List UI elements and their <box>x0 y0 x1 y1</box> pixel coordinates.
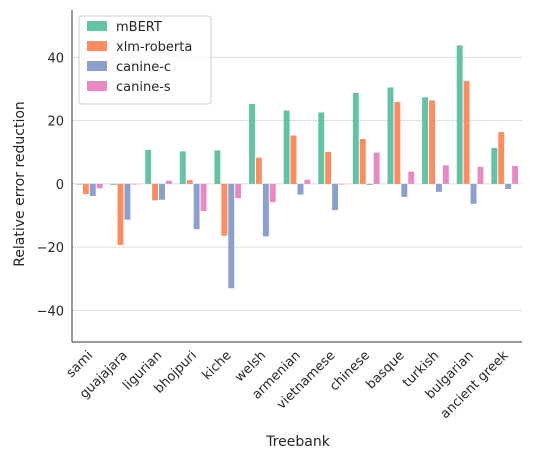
bar-xlm-roberta-kiche <box>221 183 228 236</box>
bar-mBERT-armenian <box>283 110 290 184</box>
legend-label-canine-c: canine-c <box>116 60 171 75</box>
bar-canine-c-welsh <box>262 183 269 237</box>
bar-series <box>75 45 519 289</box>
bar-canine-s-armenian <box>304 179 311 184</box>
bar-mBERT-ligurian <box>145 149 152 184</box>
legend-swatch-mBERT <box>87 21 107 31</box>
bar-canine-c-kiche <box>228 183 235 289</box>
bar-xlm-roberta-guajajara <box>117 183 124 245</box>
legend-box <box>78 15 212 105</box>
bar-canine-c-bhojpuri <box>193 183 200 230</box>
bar-mBERT-welsh <box>249 103 255 184</box>
y-tick-label: −40 <box>37 304 64 319</box>
x-tick-label: basque <box>363 348 407 392</box>
y-tick-label: 0 <box>56 178 64 193</box>
bar-canine-c-ligurian <box>159 183 165 200</box>
y-axis-title: Relative error reduction <box>12 101 28 267</box>
bar-canine-s-ancient-greek <box>512 165 519 184</box>
bar-mBERT-chinese <box>352 92 359 184</box>
bar-canine-s-bulgarian <box>477 166 484 184</box>
bar-canine-s-basque <box>408 171 415 184</box>
bar-xlm-roberta-turkish <box>429 100 435 184</box>
x-axis-title: Treebank <box>265 434 331 450</box>
bar-canine-s-chinese <box>373 152 380 184</box>
y-tick-label: 40 <box>47 51 64 66</box>
bar-canine-c-guajajara <box>124 183 131 220</box>
legend-label-xlm-roberta: xlm-roberta <box>116 40 192 55</box>
bar-canine-c-ancient-greek <box>505 183 512 189</box>
bar-canine-s-bhojpuri <box>200 183 207 212</box>
x-tick-label: kiche <box>200 348 235 383</box>
bar-canine-c-turkish <box>435 183 442 192</box>
y-tick-label: 20 <box>47 115 64 130</box>
bar-mBERT-basque <box>387 87 394 184</box>
bar-xlm-roberta-bulgarian <box>463 80 470 184</box>
bar-canine-s-guajajara <box>131 183 138 185</box>
bar-xlm-roberta-armenian <box>290 135 297 184</box>
bar-mBERT-ancient-greek <box>491 147 498 184</box>
y-tick-labels: −40 −20 0 20 40 <box>37 51 64 319</box>
bar-xlm-roberta-basque <box>394 102 401 184</box>
legend: mBERT xlm-roberta canine-c canine-s <box>78 15 212 105</box>
bar-canine-s-ligurian <box>165 180 172 184</box>
bar-xlm-roberta-ancient-greek <box>498 132 505 184</box>
bar-mBERT-turkish <box>422 97 429 184</box>
bar-mBERT-vietnamese <box>318 112 325 184</box>
bar-canine-s-turkish <box>442 165 449 184</box>
bar-mBERT-guajajara <box>110 183 117 185</box>
legend-swatch-xlm-roberta <box>87 41 107 51</box>
bar-canine-c-vietnamese <box>332 183 339 211</box>
bar-canine-c-basque <box>401 183 408 197</box>
bar-xlm-roberta-vietnamese <box>325 151 332 184</box>
bar-canine-c-bulgarian <box>470 183 477 204</box>
bar-canine-s-welsh <box>269 183 276 203</box>
bar-canine-c-armenian <box>297 183 304 195</box>
y-tick-label: −20 <box>37 241 64 256</box>
bar-xlm-roberta-chinese <box>359 139 366 184</box>
legend-label-mBERT: mBERT <box>116 20 162 35</box>
legend-swatch-canine-s <box>87 81 107 91</box>
bar-canine-c-chinese <box>366 183 373 185</box>
bar-xlm-roberta-bhojpuri <box>186 180 193 184</box>
bar-canine-s-vietnamese <box>339 183 345 185</box>
bar-canine-s-kiche <box>235 183 242 199</box>
legend-label-canine-s: canine-s <box>116 80 171 95</box>
bar-mBERT-sami <box>75 183 82 185</box>
bar-mBERT-bhojpuri <box>179 151 186 184</box>
bar-xlm-roberta-ligurian <box>152 183 159 201</box>
bar-canine-s-sami <box>96 183 103 189</box>
bar-mBERT-kiche <box>214 150 221 184</box>
bar-mBERT-bulgarian <box>456 45 463 184</box>
legend-swatch-canine-c <box>87 61 107 71</box>
axes <box>71 10 522 343</box>
bar-xlm-roberta-welsh <box>255 157 262 184</box>
bar-canine-c-sami <box>89 183 96 196</box>
bar-xlm-roberta-sami <box>82 183 89 195</box>
